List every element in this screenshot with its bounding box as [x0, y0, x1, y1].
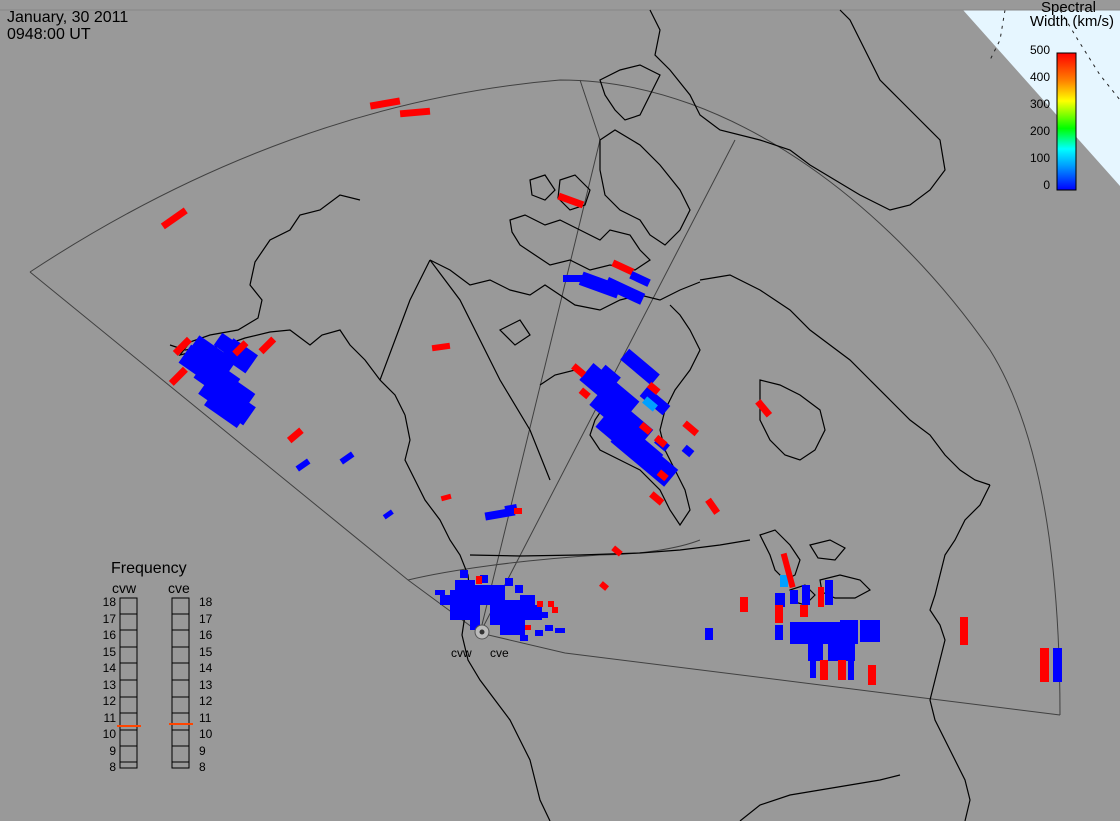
- colorbar-tick: 300: [1029, 97, 1050, 111]
- colorbar-title-line2: Width (km/s): [1029, 13, 1114, 30]
- colorbar-tick: 100: [1029, 151, 1050, 165]
- frequency-tick-cve: 16: [199, 628, 213, 642]
- colorbar-tick: 500: [1029, 43, 1050, 57]
- frequency-tick-cve: 12: [199, 694, 213, 708]
- frequency-tick-cve: 11: [199, 710, 212, 725]
- frequency-tick-cvw: 11: [103, 710, 116, 725]
- frequency-tick-cvw: 9: [109, 743, 116, 758]
- frequency-tick-cve: 17: [199, 611, 213, 626]
- frequency-radar-cvw: cvw: [112, 580, 137, 596]
- frequency-tick-cvw: 13: [102, 677, 116, 692]
- frequency-tick-cvw: 10: [102, 727, 116, 741]
- radar-site-marker: [474, 624, 490, 640]
- colorbar: [1056, 52, 1077, 191]
- frequency-scales: [119, 597, 190, 769]
- frequency-tick-cvw: 16: [102, 628, 116, 642]
- frequency-markers: [117, 723, 193, 727]
- frequency-tick-cvw: 14: [102, 661, 116, 675]
- date-label: January, 30 2011: [7, 9, 129, 26]
- time-label: 0948:00 UT: [7, 26, 91, 43]
- colorbar-tick: 400: [1029, 70, 1050, 84]
- frequency-tick-cve: 14: [199, 661, 213, 675]
- frequency-tick-cvw: 15: [102, 644, 116, 659]
- data-cells: [160, 97, 1062, 685]
- frequency-tick-cve: 8: [199, 760, 206, 774]
- frequency-tick-cvw: 17: [102, 611, 116, 626]
- colorbar-title-line1: Spectral: [1040, 0, 1096, 16]
- frequency-tick-cve: 10: [199, 727, 213, 741]
- radar-label-cvw: cvw: [451, 646, 472, 660]
- frequency-radar-cve: cve: [168, 580, 190, 596]
- radar-label-cve: cve: [490, 646, 509, 660]
- frequency-tick-cvw: 12: [102, 694, 116, 708]
- coastlines: [169, 9, 991, 821]
- frequency-tick-cve: 18: [199, 595, 213, 609]
- frequency-tick-cve: 9: [199, 743, 206, 758]
- frequency-tick-cvw: 18: [102, 595, 116, 609]
- frequency-tick-cve: 15: [199, 644, 213, 659]
- colorbar-tick: 0: [1043, 178, 1050, 192]
- frequency-tick-cvw: 8: [109, 760, 116, 774]
- frequency-tick-cve: 13: [199, 677, 213, 692]
- frequency-title: Frequency: [111, 560, 187, 577]
- colorbar-tick: 200: [1029, 124, 1050, 138]
- daylight-region: [963, 9, 1120, 186]
